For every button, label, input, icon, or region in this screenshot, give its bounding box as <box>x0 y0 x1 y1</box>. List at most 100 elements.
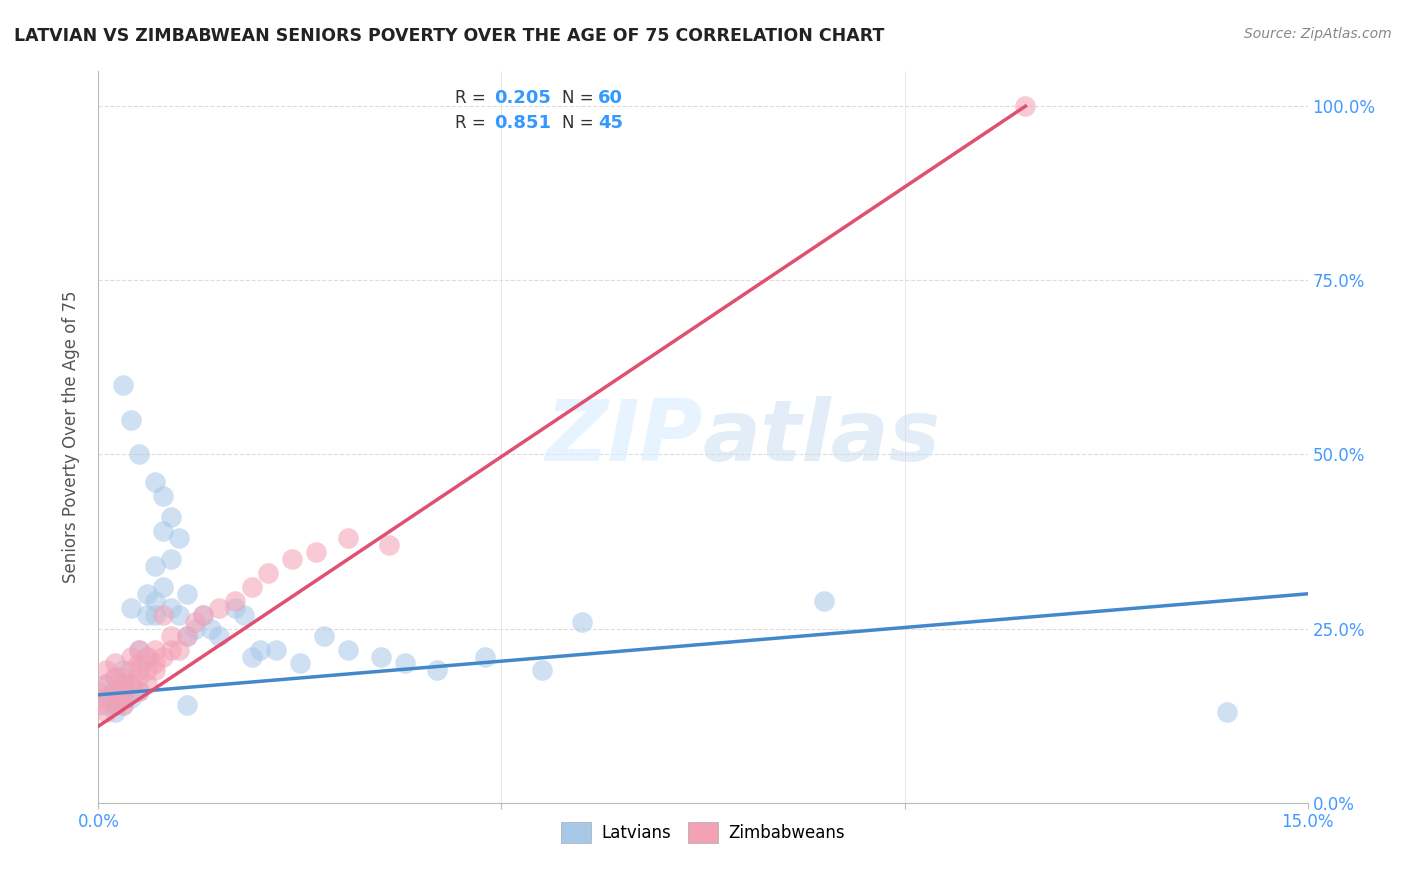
Point <box>120 664 142 678</box>
Point <box>120 691 142 706</box>
Point <box>96 691 118 706</box>
Point <box>184 622 207 636</box>
Point <box>135 677 157 691</box>
Point <box>120 412 142 426</box>
Point <box>143 657 166 671</box>
Point <box>111 670 134 684</box>
Point <box>120 600 142 615</box>
Point <box>135 587 157 601</box>
Point <box>152 580 174 594</box>
Point <box>103 698 125 713</box>
Point <box>224 594 246 608</box>
Point <box>176 698 198 713</box>
Point <box>370 649 392 664</box>
Point <box>249 642 271 657</box>
Point <box>128 448 150 462</box>
Legend: Latvians, Zimbabweans: Latvians, Zimbabweans <box>555 815 851 849</box>
Point <box>184 615 207 629</box>
Point <box>143 558 166 573</box>
Point <box>143 594 166 608</box>
Point <box>474 649 496 664</box>
Point <box>120 649 142 664</box>
Point <box>152 607 174 622</box>
Point <box>103 670 125 684</box>
Point <box>96 677 118 691</box>
Point <box>103 657 125 671</box>
Text: R =: R = <box>456 113 491 131</box>
Point <box>103 670 125 684</box>
Point <box>530 664 553 678</box>
Point <box>571 615 593 629</box>
Point <box>87 698 110 713</box>
Point <box>200 622 222 636</box>
Point <box>176 587 198 601</box>
Point <box>193 607 215 622</box>
Point <box>111 677 134 691</box>
Point <box>96 705 118 719</box>
Point <box>281 552 304 566</box>
Point <box>135 607 157 622</box>
Point <box>160 510 183 524</box>
Point <box>314 629 336 643</box>
Point <box>111 377 134 392</box>
Text: R =: R = <box>456 88 491 107</box>
Point <box>128 684 150 698</box>
Point <box>160 600 183 615</box>
Point <box>426 664 449 678</box>
Point <box>232 607 254 622</box>
Point <box>143 642 166 657</box>
Point <box>152 649 174 664</box>
Point <box>111 698 134 713</box>
Point <box>143 664 166 678</box>
Point <box>256 566 278 580</box>
Point <box>111 664 134 678</box>
Text: N =: N = <box>561 113 599 131</box>
Point <box>193 607 215 622</box>
Point <box>103 684 125 698</box>
Point <box>208 600 231 615</box>
Text: 0.205: 0.205 <box>494 88 551 107</box>
Point <box>160 552 183 566</box>
Point <box>120 677 142 691</box>
Point <box>1014 99 1036 113</box>
Point <box>305 545 328 559</box>
Text: ZIP: ZIP <box>546 395 703 479</box>
Point <box>96 677 118 691</box>
Point <box>152 524 174 538</box>
Point <box>394 657 416 671</box>
Point <box>128 642 150 657</box>
Point <box>143 475 166 490</box>
Text: N =: N = <box>561 88 599 107</box>
Point <box>337 531 360 545</box>
Text: Source: ZipAtlas.com: Source: ZipAtlas.com <box>1244 27 1392 41</box>
Point <box>143 607 166 622</box>
Point <box>264 642 287 657</box>
Point <box>96 691 118 706</box>
Point <box>128 670 150 684</box>
Point <box>111 684 134 698</box>
Text: atlas: atlas <box>703 395 941 479</box>
Point <box>128 664 150 678</box>
Point <box>224 600 246 615</box>
Point <box>111 691 134 706</box>
Point <box>167 642 190 657</box>
Point <box>377 538 399 552</box>
Point <box>128 684 150 698</box>
Point <box>103 705 125 719</box>
Point <box>160 642 183 657</box>
Point <box>135 649 157 664</box>
Point <box>160 629 183 643</box>
Point <box>103 698 125 713</box>
Point <box>128 642 150 657</box>
Text: 0.851: 0.851 <box>494 113 551 131</box>
Point <box>176 629 198 643</box>
Point <box>103 684 125 698</box>
Point <box>135 649 157 664</box>
Point <box>813 594 835 608</box>
Point <box>96 698 118 713</box>
Point <box>288 657 311 671</box>
Point <box>176 629 198 643</box>
Point <box>208 629 231 643</box>
Point <box>111 684 134 698</box>
Point <box>120 677 142 691</box>
